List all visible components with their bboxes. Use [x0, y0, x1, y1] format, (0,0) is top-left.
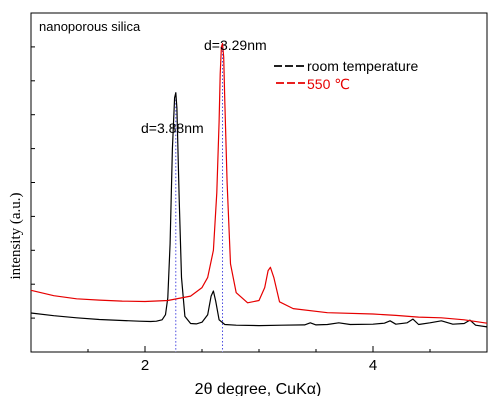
x-tick-label: 2: [141, 357, 149, 374]
series-line-550c: [30, 42, 488, 324]
legend-label-room-temperature: room temperature: [307, 58, 418, 74]
series-layer: [30, 42, 488, 328]
reference-lines: [175, 43, 224, 352]
x-tick-label: 4: [369, 357, 377, 374]
x-axis-label: 2θ degree, CuKα): [195, 381, 322, 396]
legend-label-550c: 550 ℃: [307, 76, 350, 92]
annotation-d388: d=3.88nm: [141, 120, 204, 136]
legend: room temperature 550 ℃: [274, 58, 418, 92]
chart-title: nanoporous silica: [39, 19, 141, 34]
plot-frame: [30, 12, 488, 353]
annotation-d329: d=3.29nm: [204, 37, 267, 53]
series-line-room-temperature: [30, 92, 488, 328]
y-axis-label: intensity (a.u.): [8, 192, 24, 279]
